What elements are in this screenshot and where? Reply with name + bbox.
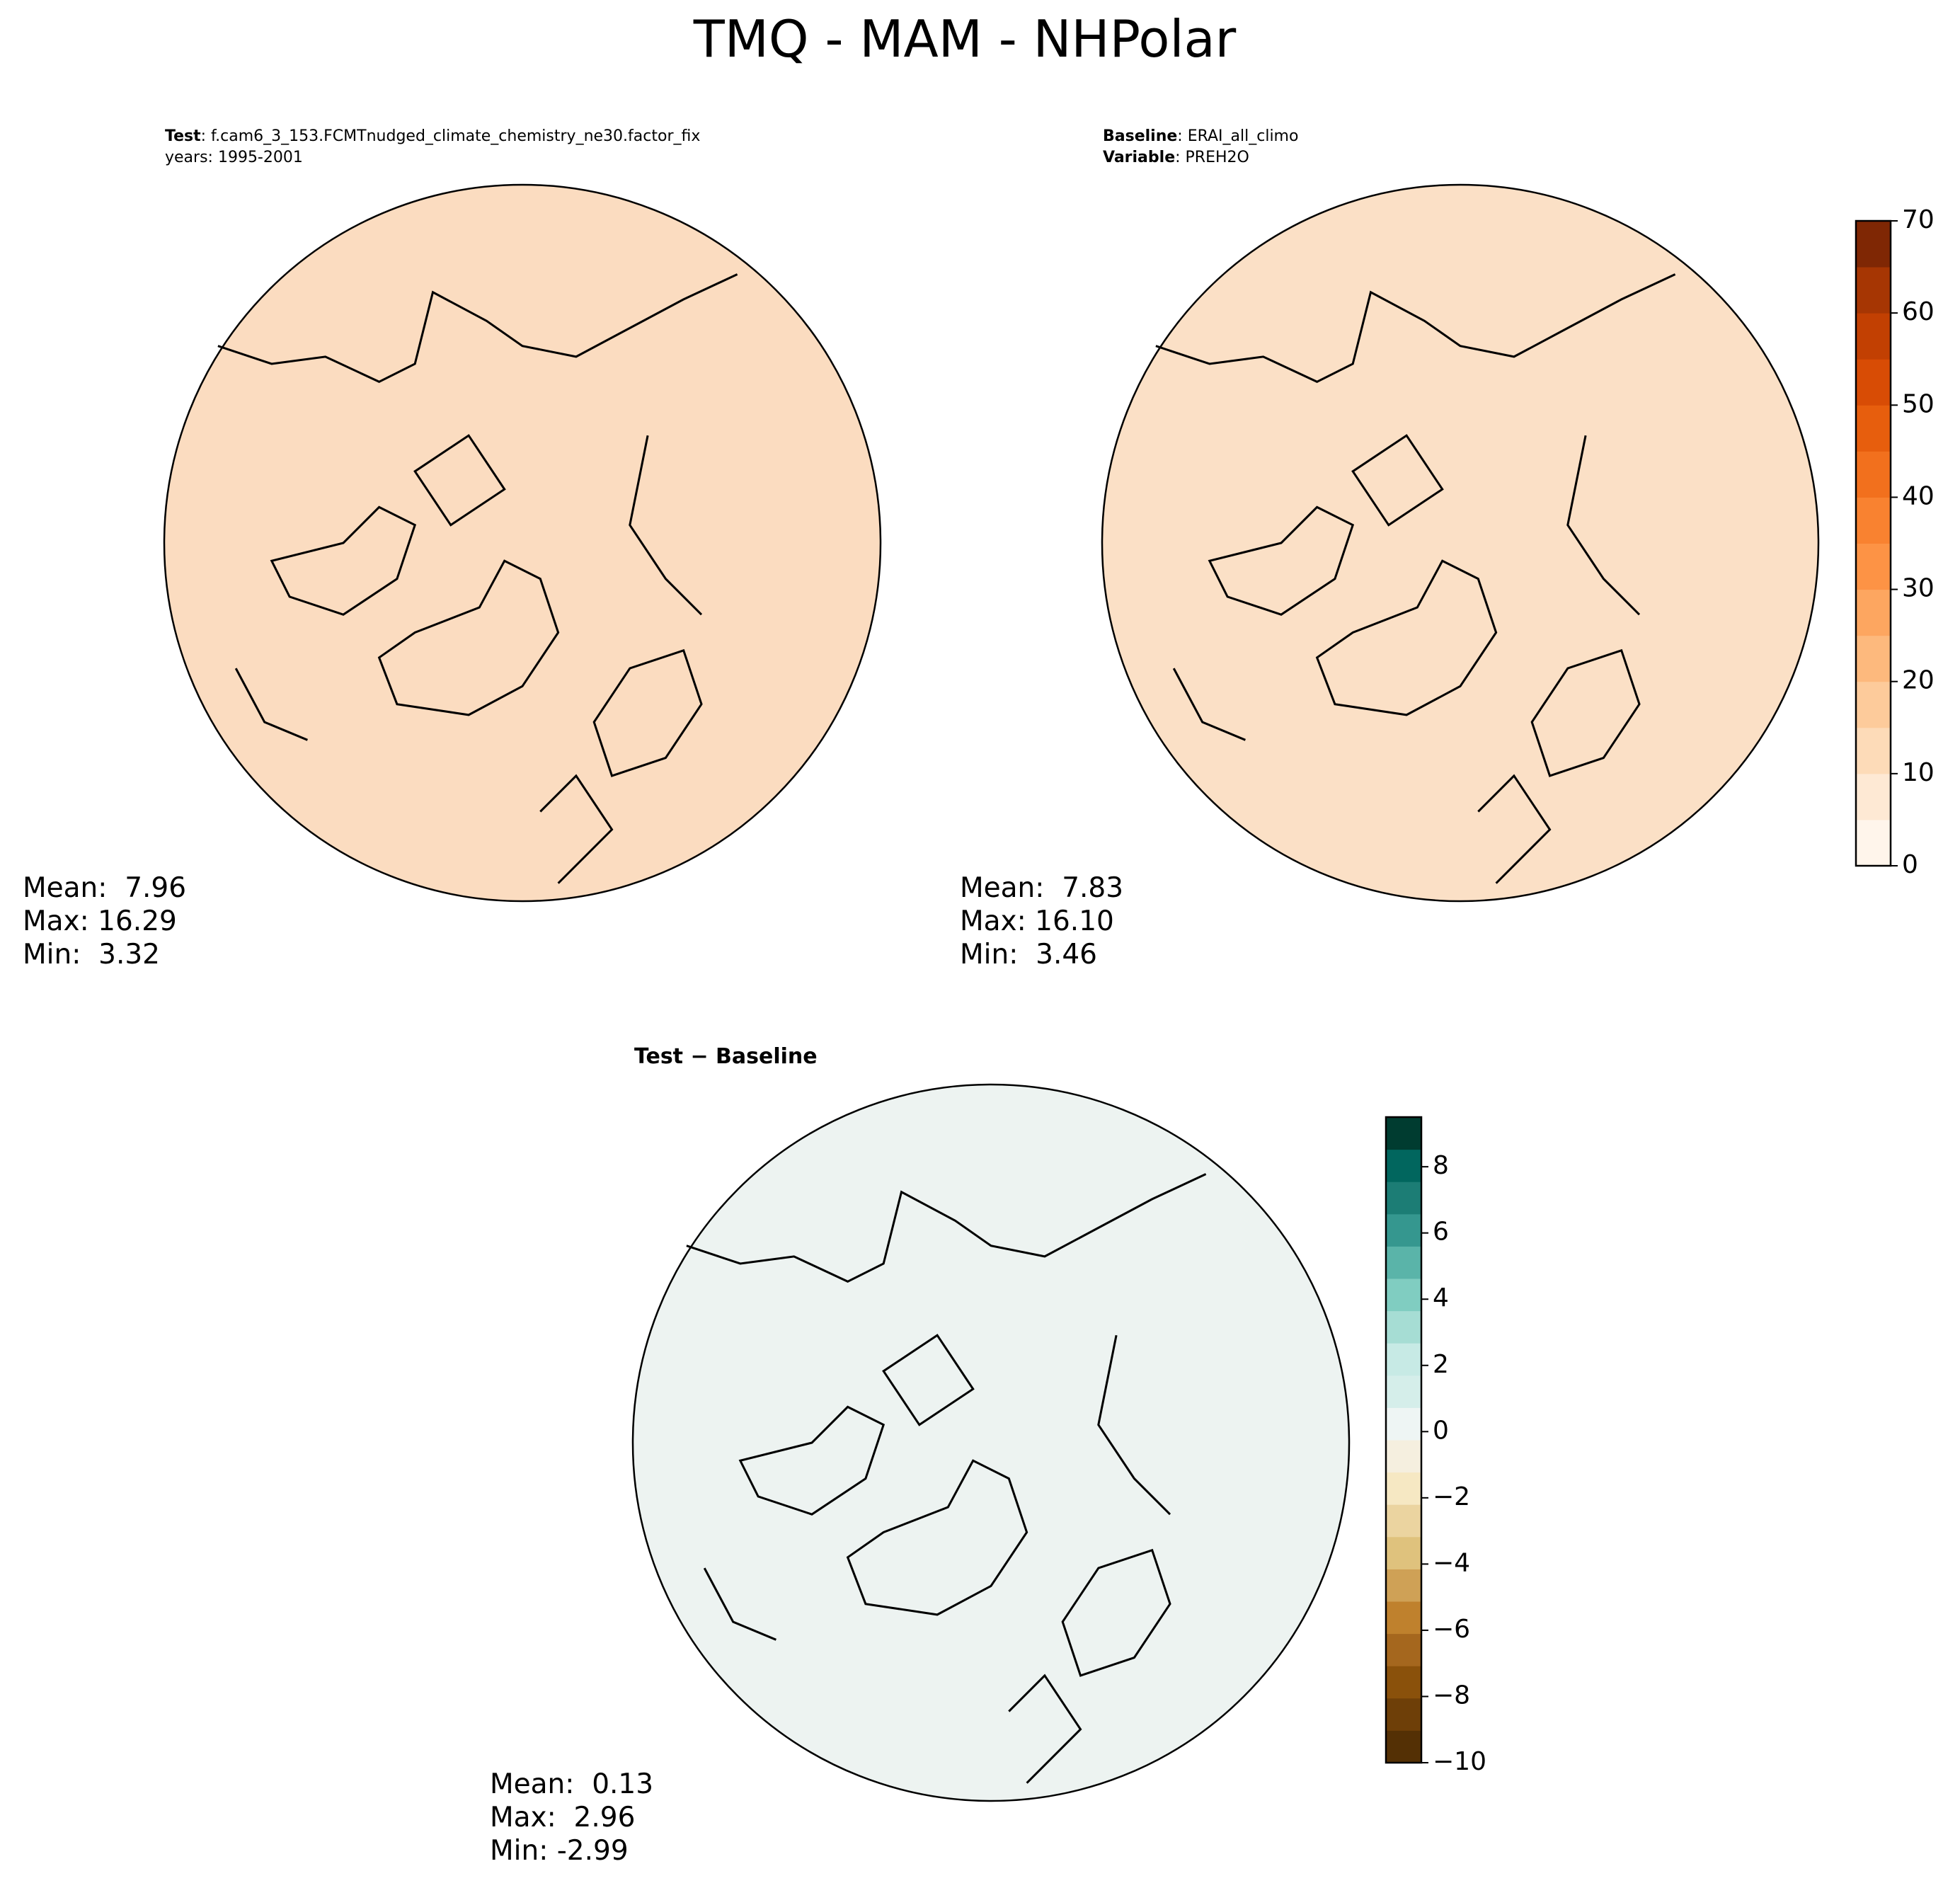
colorbar-band — [1856, 589, 1891, 636]
colorbar-tick-label: 40 — [1902, 481, 1935, 510]
colorbar-band — [1386, 1117, 1421, 1150]
colorbar-band — [1386, 1213, 1421, 1247]
colorbar-band — [1386, 1569, 1421, 1602]
colorbar-tick-label: 2 — [1433, 1350, 1449, 1379]
header-label: Baseline — [1103, 127, 1177, 145]
header-text: years: 1995-2001 — [165, 149, 303, 166]
colorbar-band — [1386, 1698, 1421, 1731]
header-text: : PREH2O — [1175, 149, 1249, 166]
colorbar-tick-label: 60 — [1902, 297, 1935, 326]
map-border — [1101, 183, 1820, 903]
plots: Test: f.cam6_3_153.FCMTnudged_climate_ch… — [23, 127, 1935, 1867]
colorbar-band — [1856, 267, 1891, 314]
colorbar-band — [1386, 1730, 1421, 1763]
map-disk — [633, 1085, 1349, 1801]
colorbar-band — [1856, 451, 1891, 498]
colorbar-band — [1856, 359, 1891, 406]
map-border — [163, 183, 882, 903]
colorbar-tick-label: 6 — [1433, 1218, 1449, 1247]
stat-line: Max: 16.29 — [23, 905, 177, 937]
stat-line: Min: 3.32 — [23, 939, 160, 971]
colorbar-band — [1386, 1472, 1421, 1505]
colorbar-band — [1386, 1246, 1421, 1279]
header-label: Test − Baseline — [634, 1044, 818, 1069]
colorbar-band — [1856, 727, 1891, 774]
header-text: : ERAI_all_climo — [1177, 127, 1298, 145]
colorbar-tick-label: −2 — [1433, 1482, 1470, 1511]
colorbar-band — [1856, 313, 1891, 360]
colorbar-band — [1386, 1343, 1421, 1376]
colorbar-tick-label: −4 — [1433, 1548, 1470, 1577]
plot-header: Variable: PREH2O — [1103, 149, 1249, 166]
map-border — [631, 1083, 1351, 1802]
colorbar-band — [1386, 1182, 1421, 1215]
header-text: : f.cam6_3_153.FCMTnudged_climate_chemis… — [201, 127, 701, 145]
colorbar-tick-label: 70 — [1902, 205, 1935, 234]
colorbar-band — [1856, 819, 1891, 866]
stat-line: Min: 3.46 — [960, 939, 1097, 971]
colorbar-tick-label: 30 — [1902, 574, 1935, 603]
header-label: Variable — [1103, 149, 1175, 166]
colorbar-band — [1386, 1375, 1421, 1408]
colorbar-frame — [1855, 219, 1892, 867]
map-disk — [1102, 185, 1818, 901]
colorbar-tick-label: −10 — [1433, 1747, 1486, 1776]
colorbar-tick-label: 10 — [1902, 758, 1935, 787]
colorbar-tick-label: 4 — [1433, 1283, 1449, 1312]
colorbar-band — [1386, 1504, 1421, 1538]
colorbar-tick-label: 0 — [1433, 1416, 1449, 1445]
colorbar-band — [1386, 1278, 1421, 1312]
colorbar-tick-label: −6 — [1433, 1615, 1470, 1644]
colorbar-band — [1386, 1440, 1421, 1473]
colorbar-band — [1856, 405, 1891, 452]
colorbar-tick-label: −8 — [1433, 1681, 1470, 1710]
figure-title: TMQ - MAM - NHPolar — [693, 9, 1237, 69]
stat-line: Min: -2.99 — [490, 1835, 629, 1867]
colorbar-band — [1386, 1536, 1421, 1569]
map-disk — [164, 185, 881, 901]
colorbar-tick-label: 20 — [1902, 666, 1935, 695]
colorbar-band — [1386, 1407, 1421, 1441]
stat-line: Mean: 7.96 — [23, 872, 186, 904]
stat-line: Mean: 7.83 — [960, 872, 1123, 904]
plot-header: years: 1995-2001 — [165, 149, 303, 166]
colorbar-band — [1856, 221, 1891, 268]
colorbar-band — [1386, 1601, 1421, 1635]
colorbar-tick-label: 8 — [1433, 1151, 1449, 1180]
header-label: Test — [165, 127, 201, 145]
plot-header: Baseline: ERAI_all_climo — [1103, 127, 1298, 145]
stat-line: Max: 16.10 — [960, 905, 1114, 937]
colorbar-band — [1856, 773, 1891, 820]
colorbar-band — [1856, 681, 1891, 728]
colorbar-band — [1386, 1633, 1421, 1666]
colorbar-band — [1856, 497, 1891, 544]
colorbar-tick-label: 50 — [1902, 389, 1935, 418]
colorbar-tick-label: 0 — [1902, 850, 1918, 879]
stat-line: Max: 2.96 — [490, 1802, 635, 1833]
colorbar-frame — [1385, 1116, 1423, 1764]
colorbar-band — [1386, 1666, 1421, 1699]
colorbar-band — [1386, 1310, 1421, 1344]
plot-header: Test − Baseline — [634, 1044, 818, 1069]
plot-header: Test: f.cam6_3_153.FCMTnudged_climate_ch… — [165, 127, 700, 145]
colorbar-band — [1856, 635, 1891, 682]
colorbar-band — [1856, 543, 1891, 590]
stat-line: Mean: 0.13 — [490, 1768, 653, 1800]
colorbar-band — [1386, 1149, 1421, 1182]
